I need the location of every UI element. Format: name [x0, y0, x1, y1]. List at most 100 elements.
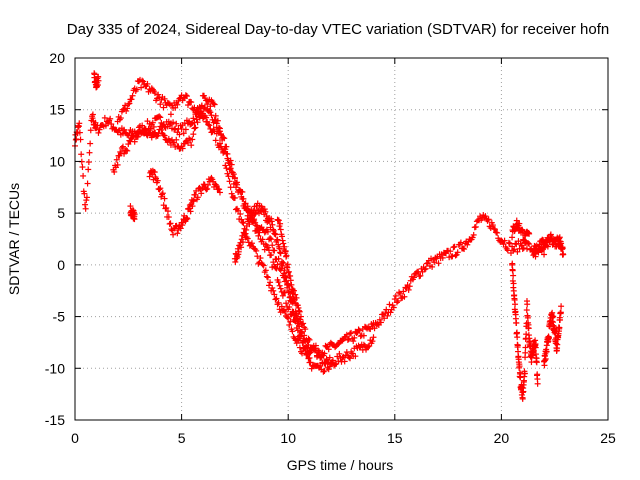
data-point-track-a	[449, 253, 456, 260]
data-point-track-f	[292, 291, 299, 298]
data-point-track-a	[392, 292, 399, 299]
data-point-track-a	[390, 304, 397, 311]
data-point-track-b	[154, 132, 161, 139]
data-point-track-c	[216, 140, 223, 147]
data-point-track-b	[134, 133, 141, 140]
data-point-track-a	[451, 243, 458, 250]
data-point-track-a	[501, 237, 508, 244]
data-point-track-a	[541, 251, 548, 258]
data-point-track-b	[118, 145, 125, 152]
data-point-track-b	[341, 358, 348, 365]
data-point-track-c	[128, 96, 135, 103]
data-point-track-a	[76, 129, 83, 136]
data-point-track-a	[180, 130, 187, 137]
data-point-track-b	[179, 145, 186, 152]
data-point-track-a	[270, 259, 277, 266]
data-point-track-b	[218, 132, 225, 139]
x-tick-label: 20	[494, 430, 510, 446]
data-point-track-e	[298, 330, 305, 337]
data-point-track-a	[82, 201, 89, 208]
data-point-track-c	[182, 92, 189, 99]
data-point-track-d	[216, 186, 223, 193]
data-point-track-f	[297, 316, 304, 323]
data-point-track-f	[283, 252, 290, 259]
data-point-track-b	[147, 127, 154, 134]
data-point-track-b	[214, 117, 221, 124]
data-point-track-a	[439, 254, 446, 261]
data-point-track-d	[194, 194, 201, 201]
data-point-track-a	[386, 301, 393, 308]
data-point-track-e	[272, 231, 279, 238]
grid-lines	[75, 58, 608, 420]
data-point-track-e	[268, 218, 275, 225]
plot-frame	[74, 57, 609, 421]
data-point-track-a	[348, 329, 355, 336]
data-point-track-b	[231, 175, 238, 182]
data-point-track-a	[371, 325, 378, 332]
data-point-track-g	[560, 251, 567, 258]
data-point-track-c	[174, 101, 181, 108]
data-point-track-a	[89, 111, 96, 118]
data-point-track-h	[510, 280, 517, 287]
data-point-track-e	[279, 258, 286, 265]
data-point-track-a	[121, 126, 128, 133]
data-point-track-c	[287, 318, 294, 325]
data-point-track-a	[514, 248, 521, 255]
data-point-track-f	[290, 287, 297, 294]
data-point-track-b	[345, 354, 352, 361]
data-point-track-c	[285, 315, 292, 322]
data-point-track-f	[277, 220, 284, 227]
data-point-track-b	[352, 353, 359, 360]
data-point-track-h	[524, 301, 531, 308]
data-point-track-k	[91, 71, 98, 78]
data-point-track-b	[252, 219, 259, 226]
data-point-track-b	[320, 352, 327, 359]
data-point-track-a	[156, 113, 163, 120]
data-point-track-f	[293, 294, 300, 301]
data-point-track-c	[239, 219, 246, 226]
data-point-track-e	[293, 315, 300, 322]
data-point-track-a	[190, 115, 197, 122]
data-point-track-b	[119, 143, 126, 150]
data-point-track-a	[421, 266, 428, 273]
data-point-track-a	[139, 122, 146, 129]
data-point-track-a	[400, 288, 407, 295]
data-point-track-h	[525, 325, 532, 332]
data-point-track-c	[289, 328, 296, 335]
data-point-track-b	[268, 236, 275, 243]
data-point-track-a	[283, 300, 290, 307]
data-point-track-c	[208, 129, 215, 136]
data-point-track-c	[227, 184, 234, 191]
data-point-track-h	[534, 380, 541, 387]
data-point-track-a	[351, 334, 358, 341]
data-point-track-b	[365, 343, 372, 350]
data-point-track-f	[285, 269, 292, 276]
data-point-track-d	[177, 225, 184, 232]
data-point-track-c	[254, 253, 261, 260]
y-axis-label: SDTVAR / TECUs	[6, 183, 22, 295]
data-point-track-a	[485, 216, 492, 223]
data-point-track-i	[545, 334, 552, 341]
data-point-track-f	[277, 226, 284, 233]
data-point-track-a	[344, 336, 351, 343]
data-point-track-c	[257, 255, 264, 262]
data-point-track-a	[384, 312, 391, 319]
data-point-track-f	[287, 272, 294, 279]
data-point-track-b	[131, 138, 138, 145]
data-point-track-j	[519, 228, 526, 235]
data-point-track-b	[186, 135, 193, 142]
data-point-track-a	[85, 166, 92, 173]
data-point-track-b	[212, 112, 219, 119]
data-point-track-j	[526, 230, 533, 237]
y-tick-label: 0	[57, 257, 65, 273]
data-point-track-e	[284, 284, 291, 291]
data-point-track-f	[284, 261, 291, 268]
data-point-track-d	[151, 169, 158, 176]
data-point-track-c	[198, 110, 205, 117]
data-point-track-a	[87, 127, 94, 134]
data-point-track-a	[470, 231, 477, 238]
data-point-track-a	[78, 151, 85, 158]
data-point-track-i	[543, 348, 550, 355]
data-point-track-b	[207, 103, 214, 110]
